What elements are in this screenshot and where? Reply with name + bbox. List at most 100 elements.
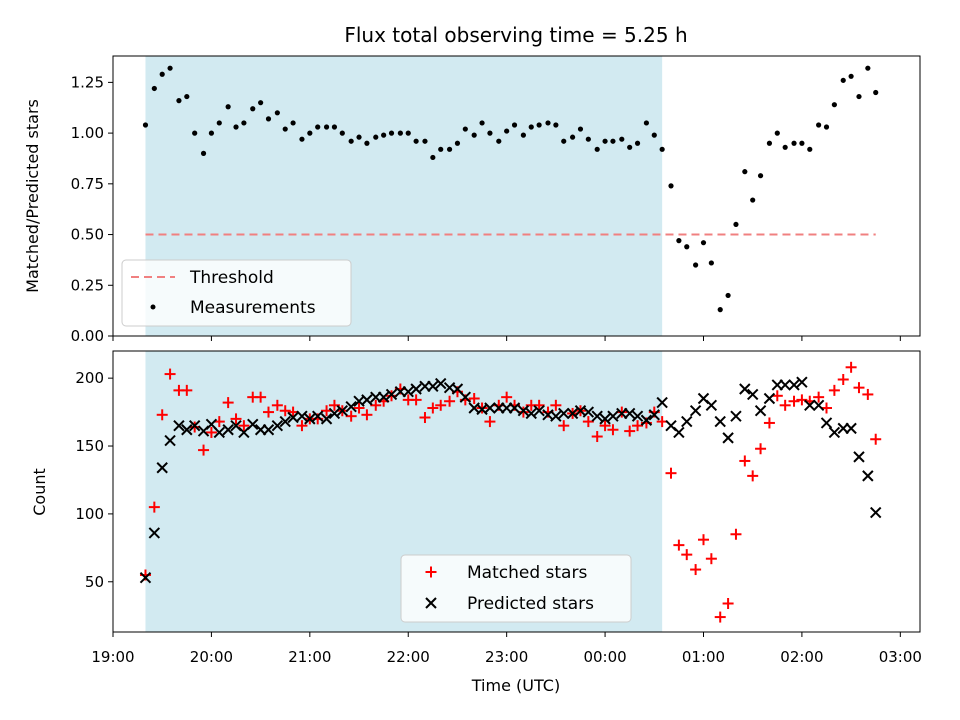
- measurement-point: [619, 136, 625, 142]
- measurement-point: [840, 77, 846, 83]
- matched-star-point: [821, 402, 833, 414]
- measurement-point: [438, 146, 444, 152]
- matched-star-point: [828, 384, 840, 396]
- measurement-point: [479, 120, 485, 126]
- measurement-point: [676, 238, 682, 244]
- predicted-star-point: [181, 424, 193, 436]
- predicted-star-point: [788, 379, 800, 391]
- matched-star-point: [148, 501, 160, 513]
- predicted-star-point: [517, 405, 530, 417]
- matched-star-point: [853, 382, 865, 394]
- matched-star-point: [501, 391, 513, 403]
- predicted-star-point: [188, 419, 201, 432]
- measurement-point: [388, 130, 395, 136]
- measurement-point: [511, 122, 518, 128]
- matched-star-point: [321, 405, 333, 417]
- matched-star-point: [714, 611, 726, 623]
- legend-matched-label: Matched stars: [467, 563, 587, 583]
- measurement-point: [348, 138, 354, 144]
- matched-star-point: [345, 410, 357, 422]
- predicted-star-point: [763, 392, 776, 405]
- matched-star-point: [591, 431, 603, 443]
- measurement-point: [233, 124, 239, 130]
- predicted-star-point: [304, 413, 316, 425]
- bottom-axes-frame: [112, 350, 921, 633]
- x-tick-label: 23:00: [485, 648, 528, 666]
- matched-star-point: [813, 391, 825, 403]
- top-axes-frame: [112, 55, 921, 337]
- measurement-point: [708, 260, 714, 266]
- measurement-point: [422, 138, 428, 144]
- predicted-star-point: [148, 527, 161, 539]
- measurement-point: [757, 173, 764, 179]
- measurement-point: [241, 120, 247, 126]
- predicted-star-point: [525, 407, 537, 420]
- predicted-star-point: [853, 451, 865, 463]
- predicted-star-point: [599, 413, 611, 425]
- predicted-star-point: [435, 377, 447, 390]
- matched-star-point: [755, 443, 767, 455]
- measurement-point: [782, 144, 788, 150]
- measurement-point: [258, 100, 264, 106]
- predicted-star-point: [870, 506, 882, 519]
- measurement-point: [299, 136, 305, 142]
- measurement-point: [250, 106, 256, 112]
- predicted-star-point: [296, 410, 308, 422]
- measurement-point: [323, 124, 330, 130]
- predicted-star-point: [533, 405, 545, 417]
- measurement-point: [265, 116, 272, 122]
- matched-star-point: [296, 420, 308, 432]
- matched-star-point: [271, 399, 283, 411]
- measurement-point: [405, 130, 411, 136]
- matched-star-point: [624, 425, 636, 437]
- matched-star-point: [558, 420, 570, 432]
- measurement-point: [831, 102, 837, 108]
- predicted-star-point: [591, 410, 603, 422]
- measurement-point: [462, 126, 468, 132]
- predicted-star-point: [427, 380, 439, 393]
- measurement-point: [225, 104, 231, 110]
- matched-star-point: [230, 413, 242, 425]
- matched-star-point: [837, 374, 849, 386]
- predicted-star-point: [722, 432, 734, 444]
- predicted-star-point: [222, 424, 234, 436]
- matched-star-point: [779, 399, 791, 411]
- predicted-star-point: [377, 391, 390, 403]
- legend-measurements-label: Measurements: [190, 298, 316, 318]
- matched-star-point: [198, 444, 210, 456]
- top-legend: Threshold Measurements: [121, 259, 352, 327]
- bottom-legend-box: [400, 554, 632, 623]
- predicted-star-point: [673, 426, 685, 439]
- matched-star-point: [870, 433, 882, 445]
- matched-star-point: [164, 368, 176, 380]
- measurement-point: [413, 138, 419, 144]
- predicted-star-point: [213, 426, 225, 439]
- predicted-star-point: [558, 407, 570, 420]
- predicted-star-point: [640, 414, 653, 426]
- matched-star-point: [550, 399, 562, 411]
- predicted-star-point: [287, 411, 299, 424]
- measurement-point: [594, 146, 600, 152]
- x-tick-label: 00:00: [583, 648, 626, 666]
- measurement-point: [750, 197, 756, 203]
- matched-star-point: [419, 412, 431, 424]
- predicted-star-point: [656, 396, 668, 409]
- measurement-point: [717, 307, 723, 313]
- legend-threshold-label: Threshold: [189, 268, 274, 288]
- matched-star-point: [279, 405, 291, 417]
- matched-star-point: [468, 393, 480, 405]
- matched-star-point: [410, 394, 422, 406]
- matched-star-point: [665, 467, 677, 479]
- measurement-point: [167, 65, 173, 71]
- predicted-star-point: [631, 410, 644, 422]
- measurement-point: [528, 124, 534, 130]
- measurement-point: [651, 132, 657, 138]
- measurement-point: [856, 93, 862, 100]
- y-tick-label: 150: [75, 437, 104, 455]
- matched-star-point: [533, 399, 545, 411]
- measurement-point: [585, 136, 591, 142]
- y-tick-label: 100: [75, 505, 104, 523]
- predicted-star-point: [173, 419, 185, 432]
- matched-star-point: [862, 388, 874, 400]
- predicted-star-point: [139, 571, 152, 584]
